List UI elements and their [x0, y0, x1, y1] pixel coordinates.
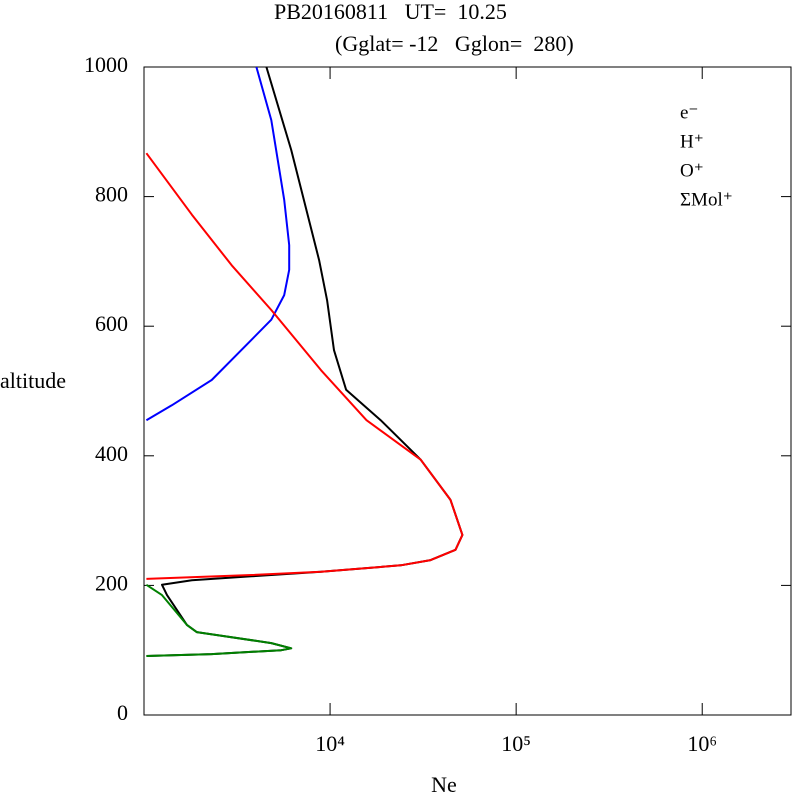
y-tick-label: 200 [95, 570, 128, 595]
chart-title: PB20160811 UT= 10.25 [274, 0, 507, 24]
series-line [146, 67, 464, 657]
y-tick-label: 400 [95, 441, 128, 466]
x-tick-label: 10⁶ [687, 731, 717, 756]
series-line [145, 583, 293, 657]
y-axis-label: altitude [0, 368, 66, 393]
legend-entry: H⁺ [680, 131, 704, 152]
legend-entry: O⁺ [680, 160, 704, 181]
x-axis-label: Ne [431, 772, 457, 796]
legend-entry: e⁻ [680, 102, 698, 123]
legend-entry: ΣMol⁺ [680, 189, 733, 210]
plot-frame [143, 66, 792, 716]
x-tick-label: 10⁴ [315, 731, 345, 756]
y-tick-label: 600 [95, 311, 128, 336]
y-tick-label: 800 [95, 182, 128, 207]
y-tick-label: 0 [117, 700, 128, 725]
series-line [145, 152, 464, 580]
x-tick-label: 10⁵ [501, 731, 531, 756]
series-line [145, 67, 291, 422]
chart-subtitle: (Gglat= -12 Gglon= 280) [335, 31, 574, 56]
y-tick-label: 1000 [84, 52, 128, 77]
